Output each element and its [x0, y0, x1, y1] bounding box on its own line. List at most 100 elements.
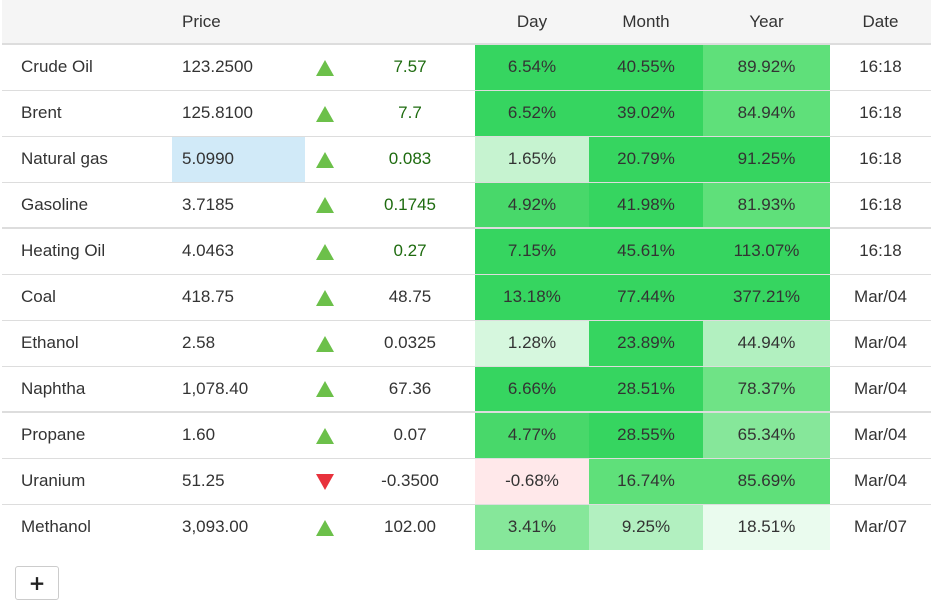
date-cell: Mar/04 — [830, 411, 931, 458]
year-pct-cell: 78.37% — [703, 365, 830, 412]
header-arrow — [305, 0, 345, 45]
header-price[interactable]: Price — [172, 0, 305, 45]
date-cell: Mar/04 — [830, 457, 931, 504]
price-cell: 1.60 — [172, 411, 305, 458]
commodity-name[interactable]: Coal — [2, 273, 172, 320]
up-arrow-icon — [316, 243, 334, 260]
day-pct-cell: 1.28% — [475, 319, 589, 366]
up-arrow-icon — [316, 105, 334, 122]
table-row[interactable]: Uranium 51.25 -0.3500 -0.68% 16.74% 85.6… — [2, 457, 931, 504]
date-cell: 16:18 — [830, 135, 931, 182]
header-year[interactable]: Year — [703, 0, 830, 45]
year-pct-cell: 84.94% — [703, 89, 830, 136]
change-cell: 7.7 — [345, 89, 475, 136]
commodity-name[interactable]: Methanol — [2, 503, 172, 550]
price-cell: 5.0990 — [172, 135, 305, 182]
month-pct-cell: 23.89% — [589, 319, 703, 366]
change-cell: 0.1745 — [345, 181, 475, 228]
change-cell: 7.57 — [345, 43, 475, 90]
table-row[interactable]: Brent 125.8100 7.7 6.52% 39.02% 84.94% 1… — [2, 89, 931, 136]
up-arrow-icon — [316, 59, 334, 76]
month-pct-cell: 39.02% — [589, 89, 703, 136]
arrow-cell — [305, 181, 345, 228]
add-button[interactable]: + — [15, 566, 59, 600]
day-pct-cell: 6.54% — [475, 43, 589, 90]
up-arrow-icon — [316, 519, 334, 536]
month-pct-cell: 45.61% — [589, 227, 703, 274]
price-cell: 2.58 — [172, 319, 305, 366]
commodity-name[interactable]: Natural gas — [2, 135, 172, 182]
day-pct-cell: -0.68% — [475, 457, 589, 504]
year-pct-cell: 113.07% — [703, 227, 830, 274]
up-arrow-icon — [316, 289, 334, 306]
date-cell: 16:18 — [830, 181, 931, 228]
table-row[interactable]: Crude Oil 123.2500 7.57 6.54% 40.55% 89.… — [2, 43, 931, 90]
change-cell: 102.00 — [345, 503, 475, 550]
table-row[interactable]: Methanol 3,093.00 102.00 3.41% 9.25% 18.… — [2, 503, 931, 550]
change-cell: 0.07 — [345, 411, 475, 458]
month-pct-cell: 28.55% — [589, 411, 703, 458]
table-row[interactable]: Natural gas 5.0990 0.083 1.65% 20.79% 91… — [2, 135, 931, 182]
table-row[interactable]: Ethanol 2.58 0.0325 1.28% 23.89% 44.94% … — [2, 319, 931, 366]
month-pct-cell: 16.74% — [589, 457, 703, 504]
arrow-cell — [305, 365, 345, 412]
price-cell: 51.25 — [172, 457, 305, 504]
header-date[interactable]: Date — [830, 0, 931, 45]
year-pct-cell: 89.92% — [703, 43, 830, 90]
table-row[interactable]: Gasoline 3.7185 0.1745 4.92% 41.98% 81.9… — [2, 181, 931, 228]
header-name[interactable] — [2, 0, 172, 45]
change-cell: 0.0325 — [345, 319, 475, 366]
month-pct-cell: 77.44% — [589, 273, 703, 320]
year-pct-cell: 377.21% — [703, 273, 830, 320]
price-cell: 4.0463 — [172, 227, 305, 274]
date-cell: Mar/07 — [830, 503, 931, 550]
up-arrow-icon — [316, 427, 334, 444]
day-pct-cell: 13.18% — [475, 273, 589, 320]
table-row[interactable]: Propane 1.60 0.07 4.77% 28.55% 65.34% Ma… — [2, 411, 931, 458]
header-change[interactable] — [345, 0, 475, 45]
day-pct-cell: 4.77% — [475, 411, 589, 458]
commodity-name[interactable]: Ethanol — [2, 319, 172, 366]
commodity-name[interactable]: Gasoline — [2, 181, 172, 228]
commodities-table: Price Day Month Year Date Crude Oil 123.… — [2, 0, 931, 550]
header-day[interactable]: Day — [475, 0, 589, 45]
price-cell: 1,078.40 — [172, 365, 305, 412]
year-pct-cell: 44.94% — [703, 319, 830, 366]
day-pct-cell: 3.41% — [475, 503, 589, 550]
date-cell: 16:18 — [830, 43, 931, 90]
up-arrow-icon — [316, 151, 334, 168]
price-cell: 418.75 — [172, 273, 305, 320]
year-pct-cell: 18.51% — [703, 503, 830, 550]
month-pct-cell: 41.98% — [589, 181, 703, 228]
arrow-cell — [305, 411, 345, 458]
month-pct-cell: 20.79% — [589, 135, 703, 182]
commodity-name[interactable]: Heating Oil — [2, 227, 172, 274]
plus-icon: + — [28, 571, 46, 595]
arrow-cell — [305, 273, 345, 320]
month-pct-cell: 9.25% — [589, 503, 703, 550]
day-pct-cell: 1.65% — [475, 135, 589, 182]
date-cell: 16:18 — [830, 89, 931, 136]
date-cell: Mar/04 — [830, 365, 931, 412]
change-cell: -0.3500 — [345, 457, 475, 504]
price-cell: 123.2500 — [172, 43, 305, 90]
header-month[interactable]: Month — [589, 0, 703, 45]
arrow-cell — [305, 503, 345, 550]
down-arrow-icon — [316, 473, 334, 490]
day-pct-cell: 4.92% — [475, 181, 589, 228]
commodity-name[interactable]: Propane — [2, 411, 172, 458]
table-row[interactable]: Heating Oil 4.0463 0.27 7.15% 45.61% 113… — [2, 227, 931, 274]
table-header-row: Price Day Month Year Date — [2, 0, 931, 45]
commodity-name[interactable]: Uranium — [2, 457, 172, 504]
commodity-name[interactable]: Naphtha — [2, 365, 172, 412]
table-body: Crude Oil 123.2500 7.57 6.54% 40.55% 89.… — [2, 43, 931, 550]
commodity-name[interactable]: Brent — [2, 89, 172, 136]
year-pct-cell: 65.34% — [703, 411, 830, 458]
commodity-name[interactable]: Crude Oil — [2, 43, 172, 90]
table-row[interactable]: Naphtha 1,078.40 67.36 6.66% 28.51% 78.3… — [2, 365, 931, 412]
arrow-cell — [305, 319, 345, 366]
table-row[interactable]: Coal 418.75 48.75 13.18% 77.44% 377.21% … — [2, 273, 931, 320]
change-cell: 0.083 — [345, 135, 475, 182]
up-arrow-icon — [316, 197, 334, 214]
year-pct-cell: 85.69% — [703, 457, 830, 504]
